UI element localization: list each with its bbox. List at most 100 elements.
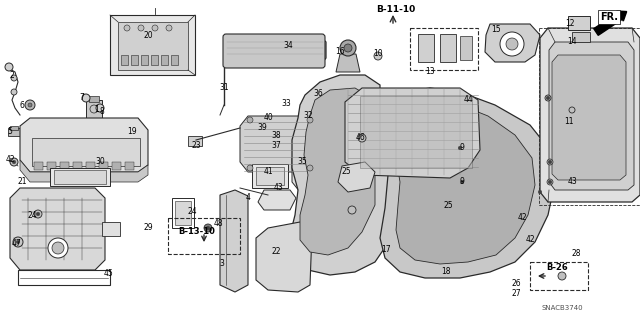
Text: 42: 42 [517,213,527,222]
Text: FR.: FR. [600,12,618,22]
Bar [73,162,82,170]
Circle shape [460,180,464,184]
Text: 9: 9 [460,177,465,187]
Text: 31: 31 [219,84,229,93]
Bar [171,55,178,65]
Bar [141,55,148,65]
Text: 23: 23 [191,140,201,150]
Text: 38: 38 [271,131,281,140]
Polygon shape [395,100,535,264]
Circle shape [458,146,462,150]
Circle shape [11,75,17,81]
Circle shape [48,238,68,258]
Bar [10,126,18,130]
FancyArrow shape [594,11,627,35]
Circle shape [124,25,130,31]
Text: 41: 41 [263,167,273,176]
Circle shape [166,25,172,31]
Bar [54,170,106,184]
Bar [102,222,120,236]
Text: B-26: B-26 [546,263,568,272]
Bar [60,162,69,170]
Polygon shape [20,118,148,172]
Text: 42: 42 [5,155,15,165]
Bar [568,16,590,30]
Text: 42: 42 [525,235,535,244]
Bar [99,162,108,170]
Circle shape [36,212,40,216]
Bar [188,136,202,146]
Circle shape [12,160,16,164]
Bar [418,34,434,62]
Bar [256,167,284,185]
Circle shape [344,44,352,52]
Bar [252,164,288,188]
Text: 6: 6 [20,101,24,110]
Bar [8,128,20,136]
Circle shape [538,190,542,194]
Text: 21: 21 [17,177,27,187]
Circle shape [34,210,42,218]
Text: 22: 22 [271,248,281,256]
Text: 13: 13 [425,68,435,77]
Circle shape [204,224,212,232]
Bar [118,22,188,70]
Bar [131,55,138,65]
Circle shape [28,103,32,107]
Text: 30: 30 [95,158,105,167]
Circle shape [358,134,366,142]
Polygon shape [292,148,348,192]
Polygon shape [336,54,360,72]
Bar [168,218,240,254]
Text: 25: 25 [443,201,453,210]
Text: 25: 25 [341,167,351,176]
Circle shape [548,180,552,184]
Circle shape [500,32,524,56]
Text: 44: 44 [463,95,473,105]
Circle shape [25,100,35,110]
Text: 47: 47 [11,240,21,249]
Polygon shape [540,28,640,202]
Bar [89,96,99,102]
Text: 48: 48 [213,219,223,228]
Text: 29: 29 [143,224,153,233]
Circle shape [558,272,566,280]
Text: 24: 24 [187,207,197,217]
Bar [34,162,43,170]
Text: 3: 3 [220,258,225,268]
Circle shape [546,96,550,100]
Circle shape [547,159,553,165]
Bar [460,36,472,60]
Circle shape [52,242,64,254]
Text: 9: 9 [460,144,465,152]
Text: 34: 34 [283,41,293,50]
Bar [360,96,472,168]
Bar [47,162,56,170]
Text: 11: 11 [564,117,573,127]
Circle shape [206,226,210,230]
Bar [86,162,95,170]
Circle shape [506,38,518,50]
Circle shape [548,160,552,164]
Circle shape [152,25,158,31]
Circle shape [247,117,253,123]
Bar [121,55,128,65]
Circle shape [374,52,382,60]
Text: SNACB3740: SNACB3740 [542,305,584,311]
Text: 19: 19 [127,128,137,137]
Polygon shape [345,88,480,178]
FancyBboxPatch shape [223,34,325,68]
Bar [161,55,168,65]
Text: 20: 20 [143,31,153,40]
Circle shape [307,165,313,171]
Bar [572,32,590,42]
Text: 37: 37 [271,142,281,151]
Text: 43: 43 [273,183,283,192]
Text: 5: 5 [8,128,12,137]
Polygon shape [552,55,626,180]
Bar [110,15,195,75]
Polygon shape [549,42,634,190]
Bar [151,55,158,65]
Circle shape [545,95,551,101]
Circle shape [340,40,356,56]
